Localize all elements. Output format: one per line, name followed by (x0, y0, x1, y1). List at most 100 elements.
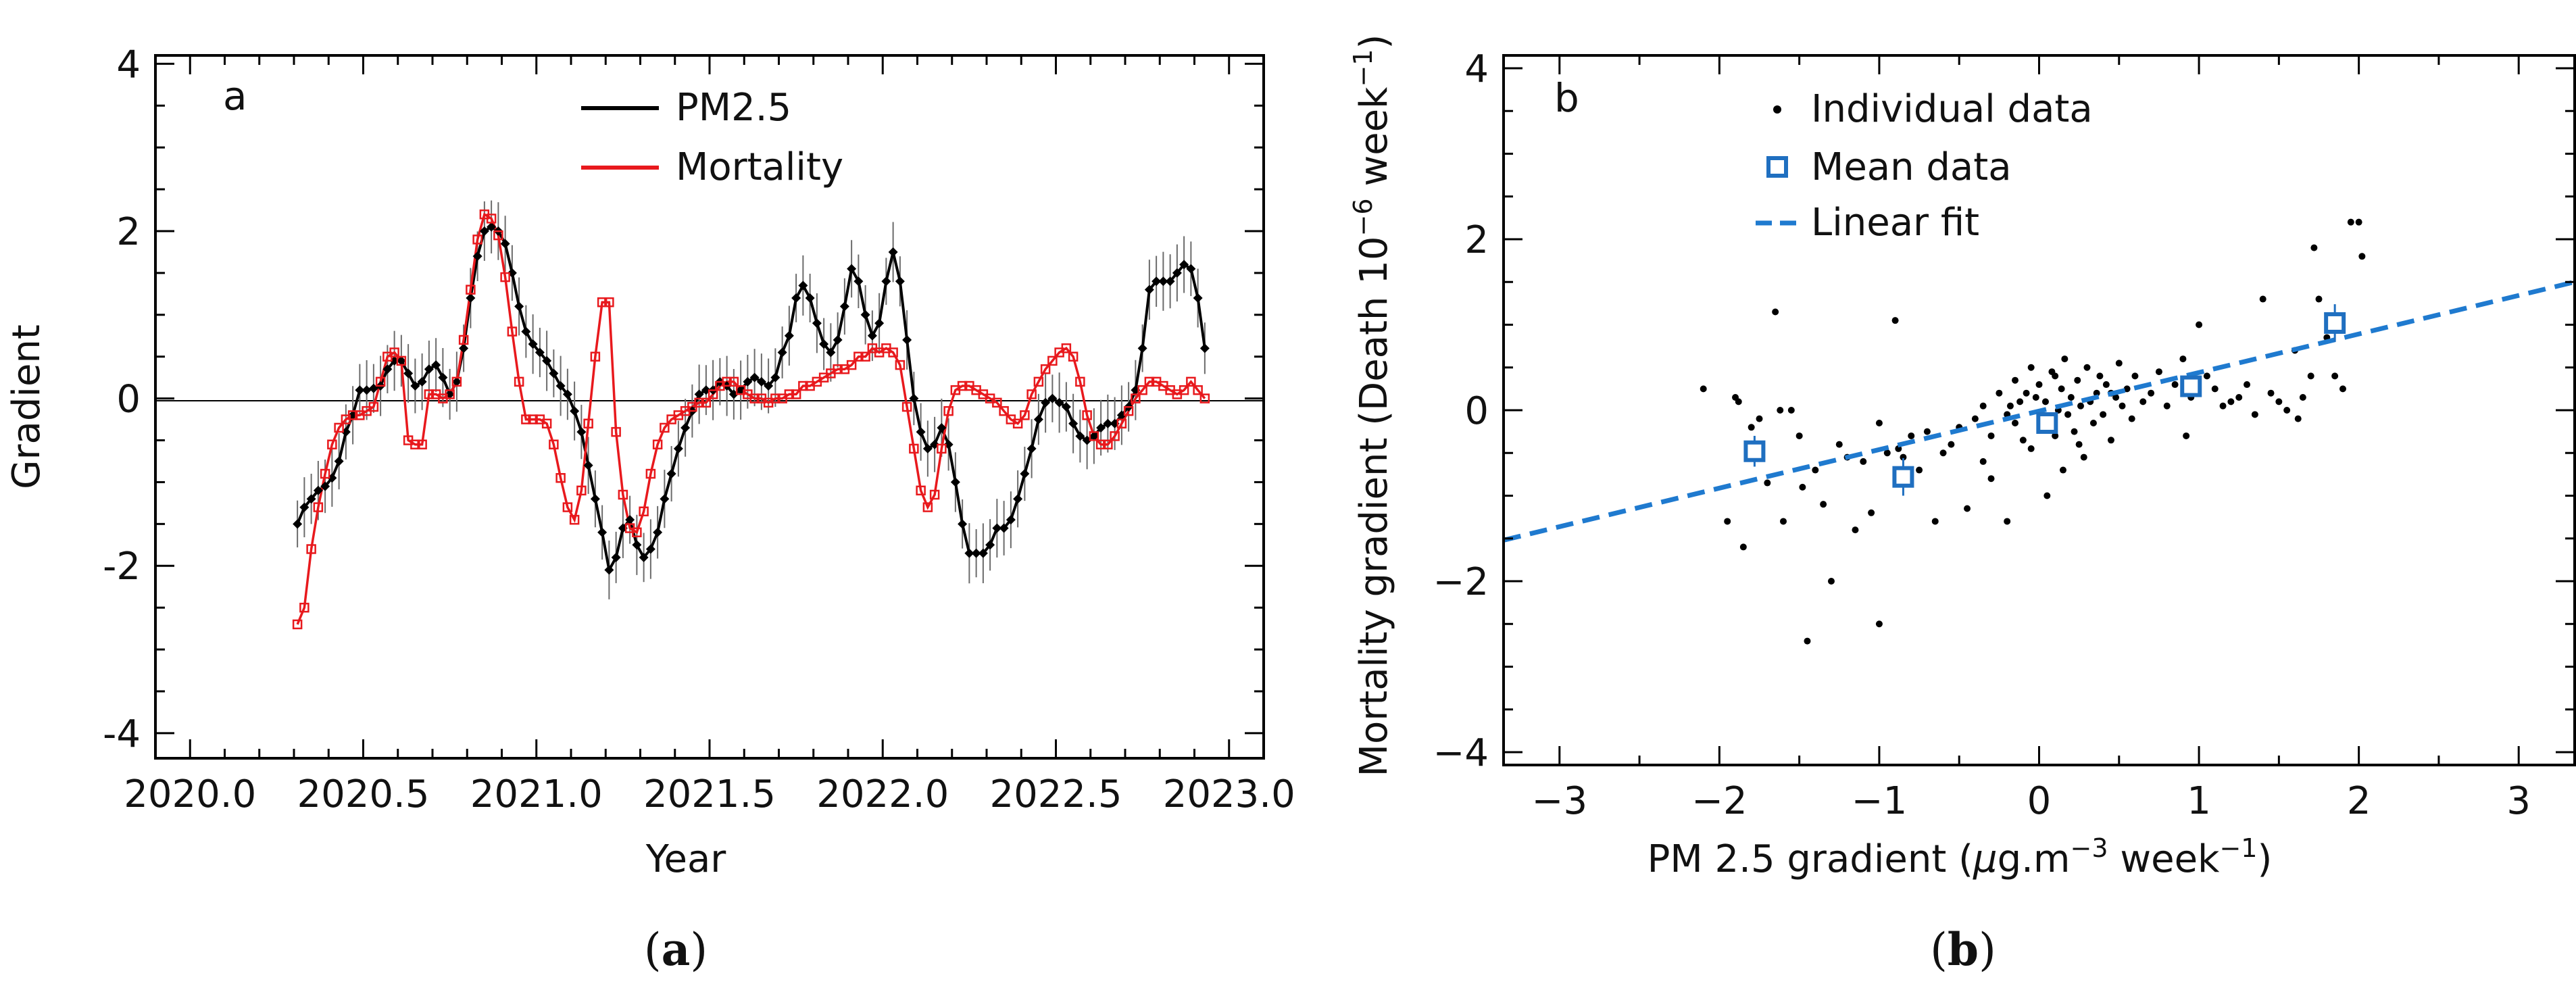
individual-data-point (1948, 441, 1955, 448)
pm25-point (673, 443, 683, 453)
individual-data-point (2067, 394, 2075, 401)
individual-data-point (2004, 518, 2011, 525)
mortality-point (458, 335, 469, 345)
pm25-point (549, 368, 559, 378)
legend-label-mortality: Mortality (676, 145, 843, 189)
mortality-point (466, 285, 476, 295)
individual-data-point (2163, 402, 2171, 410)
mortality-point (299, 602, 309, 613)
pm25-point (299, 502, 309, 512)
individual-data-point (1852, 526, 1859, 534)
individual-data-point (2235, 394, 2243, 401)
mortality-point (597, 297, 608, 307)
individual-data-point (2179, 355, 2187, 363)
individual-data-point (1987, 475, 1995, 483)
individual-data-point (2131, 372, 2139, 380)
pm25-point (798, 280, 808, 291)
linear-fit-line (1503, 279, 2575, 543)
pm25-point (632, 540, 642, 550)
individual-data-point (2294, 415, 2302, 422)
mortality-point (1061, 343, 1072, 353)
mortality-point (1193, 385, 1203, 395)
pm25-point (1137, 343, 1147, 353)
pm25-point (743, 376, 753, 387)
pm25-point (611, 552, 621, 562)
panel-b-y-tick-label: −4 (1433, 731, 1489, 775)
individual-data-point (1931, 518, 1939, 525)
individual-data-point (2080, 453, 2087, 461)
individual-data-point (1979, 402, 1987, 410)
individual-data-point (2041, 398, 2049, 405)
panel-a-y-tick-label: 4 (116, 43, 141, 87)
individual-data-point (2155, 368, 2162, 376)
mortality-point (549, 439, 559, 449)
pm25-point (791, 293, 801, 303)
mortality-point (1116, 418, 1127, 429)
mortality-point (555, 472, 566, 483)
mortality-point (1089, 431, 1099, 441)
individual-data-point (1923, 428, 1931, 435)
individual-data-point (2061, 355, 2069, 363)
panel-a-x-tick-label: 2021.0 (470, 772, 603, 816)
pm25-point (1013, 494, 1023, 504)
pm25-point (826, 347, 836, 358)
pm25-point (874, 318, 885, 328)
individual-data-point (2128, 415, 2135, 422)
pm25-point (937, 422, 947, 433)
pm25-point (293, 519, 303, 529)
pm25-point (950, 477, 960, 487)
individual-data-point (1739, 543, 1747, 551)
mean-data-point (2180, 375, 2202, 397)
panel-b-caption: (b) (1930, 923, 1996, 976)
individual-data-point (2027, 445, 2035, 452)
pm25-point (570, 406, 580, 416)
mortality-point (749, 393, 760, 403)
individual-data-point (1735, 398, 1742, 405)
mortality-point (583, 418, 593, 429)
individual-data-point (1799, 483, 1806, 491)
pm25-point (306, 494, 316, 504)
individual-data-point (2107, 437, 2114, 444)
mortality-point (791, 389, 801, 399)
panel-a-y-tick-label: 0 (116, 378, 141, 422)
individual-data-point (1756, 415, 1763, 422)
panel-b-y-tick-label: 2 (1464, 218, 1489, 262)
pm25-point (1006, 515, 1016, 525)
individual-data-point (1900, 453, 1907, 461)
pm25-point (999, 523, 1009, 533)
pm25-point (1068, 418, 1079, 428)
individual-data-point (2148, 389, 2155, 397)
pm25-point (819, 339, 829, 349)
individual-data-point (1996, 389, 2003, 397)
pm25-point (542, 355, 552, 366)
mortality-point (514, 376, 524, 387)
mortality-point (922, 502, 933, 512)
pm25-point (1026, 443, 1037, 453)
pm25-point (1172, 268, 1182, 278)
pm25-point (1186, 264, 1196, 274)
pm25-point (1199, 343, 1210, 353)
pm25-point (417, 376, 427, 387)
individual-data-point (1875, 419, 1883, 426)
pm25-point (1151, 276, 1162, 287)
pm25-point (1103, 418, 1113, 428)
mortality-point (639, 506, 649, 517)
mortality-point (722, 376, 732, 387)
panel-a-y-tick-label: 2 (116, 210, 141, 254)
mortality-point (445, 389, 455, 399)
pm25-point (639, 552, 649, 562)
mortality-point (590, 351, 601, 362)
mortality-point (472, 235, 482, 245)
mortality-point (992, 397, 1002, 408)
pm25-point (839, 301, 849, 312)
individual-data-point (2083, 364, 2091, 371)
pm25-point (583, 460, 593, 470)
individual-data-point (1777, 407, 1784, 414)
pm25-point (922, 443, 933, 453)
individual-data-point (2139, 398, 2147, 405)
individual-data-point (2089, 419, 2097, 426)
pm25-point (812, 318, 822, 328)
individual-data-point (2012, 376, 2019, 384)
mortality-point (909, 443, 919, 454)
panel-b-chart: −3 −2 −1 0 1 2 3 4 2 0 −2 −4 b Individual data Mean… (1348, 34, 2576, 976)
